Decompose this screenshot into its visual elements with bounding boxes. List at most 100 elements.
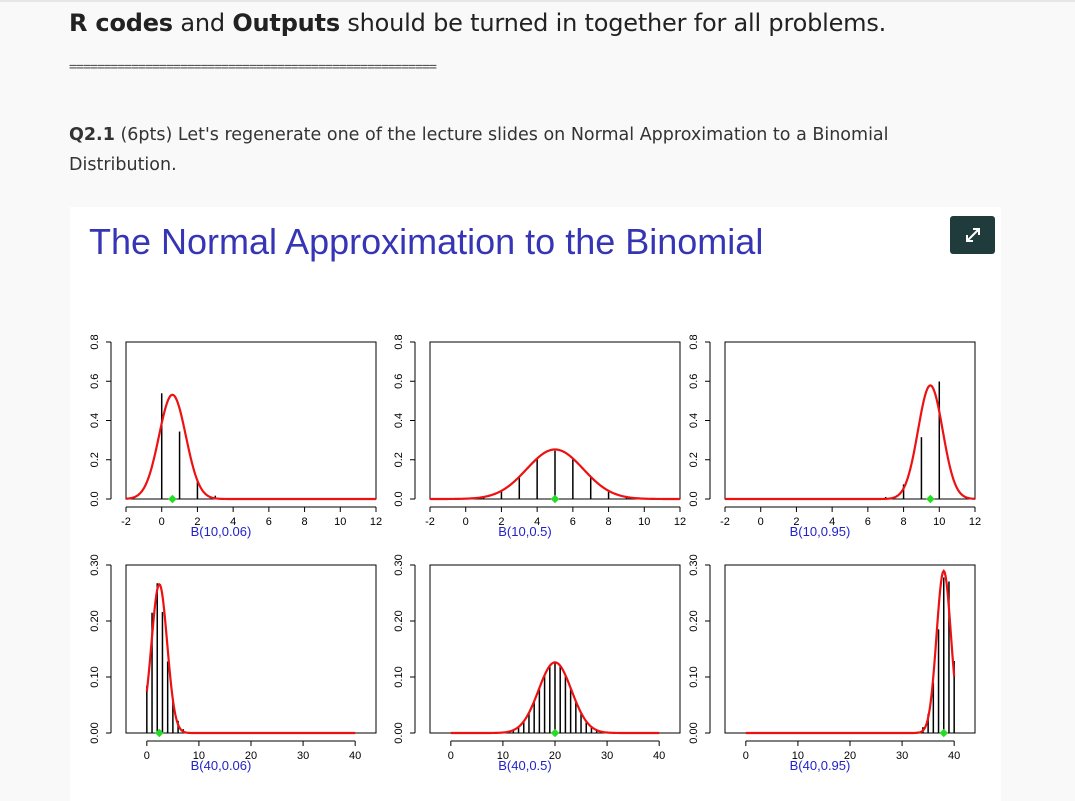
y-tick-label: 0.10: [89, 666, 101, 687]
x-tick-label: 40: [349, 750, 361, 762]
y-tick-label: 0.20: [688, 610, 700, 631]
normal-curve: [145, 582, 356, 735]
x-tick-label: 10: [497, 750, 509, 762]
x-tick-label: 10: [193, 750, 205, 762]
x-tick-label: 10: [933, 516, 945, 528]
plot-frame: [724, 564, 976, 734]
plot-frame: [125, 564, 377, 734]
x-tick-label: 30: [601, 750, 613, 762]
heading-and: and: [172, 9, 233, 37]
x-tick-label: 0: [463, 516, 469, 528]
y-tick-label: 0.30: [89, 554, 101, 575]
x-tick-label: 0: [144, 750, 150, 762]
mean-marker: [550, 728, 560, 738]
instructions-heading: R codes and Outputs should be turned in …: [69, 9, 886, 37]
plot-frame: [125, 341, 377, 500]
x-tick-label: 8: [901, 516, 907, 528]
heading-r-codes: R codes: [69, 9, 173, 37]
separator-rule: ========================================…: [69, 60, 437, 75]
plot-subtitle: B(40,0.95): [790, 758, 851, 773]
x-tick-label: 0: [448, 750, 454, 762]
y-tick-label: 0.30: [688, 554, 700, 575]
plot-panel-5: 0.00 0.10 0.20 0.30 0 10 20 30 40 B(40,0.5): [393, 554, 681, 773]
x-tick-label: 4: [534, 516, 540, 528]
plot-subtitle: B(40,0.5): [498, 758, 551, 773]
x-tick-label: 30: [896, 750, 908, 762]
x-tick-label: 0: [743, 750, 749, 762]
x-tick-label: 40: [653, 750, 665, 762]
x-tick-label: 10: [638, 516, 650, 528]
y-tick-label: 0.20: [393, 610, 405, 631]
y-tick-label: 0.0: [393, 491, 405, 506]
plot-subtitle: B(40,0.06): [191, 758, 252, 773]
x-tick-label: 20: [549, 750, 561, 762]
plot-panel-3: 0.0 0.2 0.4 0.6 0.8 -2 0 2 4 6 8 10 12 B(10,0.95): [688, 334, 981, 539]
y-tick-label: 0.2: [688, 452, 700, 467]
x-tick-label: 6: [865, 516, 871, 528]
y-tick-label: 0.4: [393, 413, 405, 428]
x-tick-label: 10: [792, 750, 804, 762]
plot-panel-6: 0.00 0.10 0.20 0.30 0 10 20 30 40 B(40,0.95): [688, 554, 976, 773]
y-tick-label: 0.6: [688, 374, 700, 389]
heading-outputs: Outputs: [232, 9, 340, 37]
y-tick-label: 0.00: [89, 722, 101, 743]
x-tick-label: 2: [793, 516, 799, 528]
plot-subtitle: B(10,0.06): [191, 524, 252, 539]
y-tick-label: 0.10: [393, 666, 405, 687]
y-tick-label: 0.00: [393, 722, 405, 743]
y-tick-label: 0.8: [89, 334, 101, 349]
plot-panel-1: 0.0 0.2 0.4 0.6 0.8 -2 0 2 4 6 8 10 12 B(10,0.06): [89, 334, 382, 539]
expand-arrows-icon: [965, 228, 980, 242]
y-tick-label: 0.2: [393, 452, 405, 467]
mean-marker: [939, 728, 948, 738]
normal-curve: [450, 661, 660, 735]
x-tick-label: 10: [334, 516, 346, 528]
x-tick-label: -2: [121, 516, 131, 528]
y-tick-label: 0.20: [89, 610, 101, 631]
x-tick-label: 8: [606, 516, 612, 528]
plot-subtitle: B(10,0.5): [498, 524, 551, 539]
x-tick-label: 20: [844, 750, 856, 762]
y-tick-label: 0.2: [89, 452, 101, 467]
mean-marker: [926, 494, 935, 504]
mean-marker: [550, 494, 560, 504]
normal-curve: [745, 568, 956, 735]
y-tick-label: 0.0: [688, 491, 700, 506]
y-tick-label: 0.10: [688, 666, 700, 687]
question-body: (6pts) Let's regenerate one of the lectu…: [69, 125, 889, 175]
slide-title: The Normal Approximation to the Binomial: [89, 221, 764, 262]
x-tick-label: 2: [194, 516, 200, 528]
plot-frame: [724, 341, 976, 500]
y-tick-label: 0.8: [393, 334, 405, 349]
normal-curve: [125, 393, 376, 501]
x-tick-label: 12: [674, 516, 686, 528]
y-tick-label: 0.0: [89, 491, 101, 506]
normal-curve: [430, 448, 680, 501]
mean-marker: [168, 494, 177, 504]
x-tick-label: 12: [370, 516, 382, 528]
y-tick-label: 0.4: [688, 413, 700, 428]
heading-rest: should be turned in together for all pro…: [339, 9, 887, 37]
plot-subtitle: B(10,0.95): [790, 524, 851, 539]
y-tick-label: 0.6: [393, 374, 405, 389]
x-tick-label: 12: [969, 516, 981, 528]
x-tick-label: -2: [425, 516, 435, 528]
y-tick-label: 0.8: [688, 334, 700, 349]
x-tick-label: 30: [297, 750, 309, 762]
normal-curve: [725, 384, 976, 501]
x-tick-label: 0: [758, 516, 764, 528]
y-tick-label: 0.30: [393, 554, 405, 575]
plot-panel-2: 0.0 0.2 0.4 0.6 0.8 -2 0 2 4 6 8 10 12 B(10,0.5): [393, 334, 686, 539]
top-border: [0, 0, 1075, 2]
plots-grid: 0.00.20.40.60.8-2 0 2 4 6 8 10 12B(10,0.06)0.00…: [89, 334, 981, 773]
lecture-slide-image: The Normal Approximation to the Binomial…: [70, 207, 1001, 801]
x-tick-label: 6: [570, 516, 576, 528]
y-tick-label: 0.4: [89, 413, 101, 428]
x-tick-label: 2: [498, 516, 504, 528]
question-label: Q2.1: [69, 125, 115, 145]
x-tick-label: 4: [230, 516, 236, 528]
x-tick-label: 20: [245, 750, 257, 762]
question-text: Q2.1 (6pts) Let's regenerate one of the …: [69, 120, 969, 180]
expand-button[interactable]: [950, 216, 995, 254]
x-tick-label: -2: [720, 516, 730, 528]
